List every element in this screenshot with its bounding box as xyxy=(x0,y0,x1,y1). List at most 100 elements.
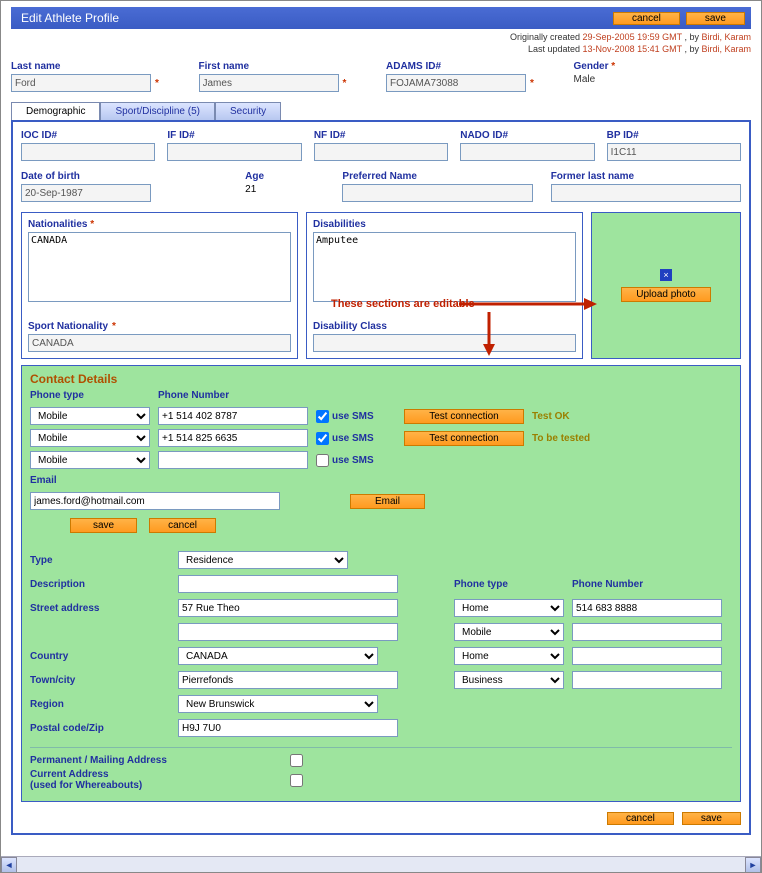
horizontal-scrollbar[interactable]: ◄ ► xyxy=(1,856,761,872)
sms-label: use SMS xyxy=(332,455,374,466)
phone-type-select-1[interactable]: Mobile xyxy=(30,429,150,447)
disabilities-label: Disabilities xyxy=(313,219,576,230)
addr-phone-num-2[interactable] xyxy=(572,647,722,665)
disclass-input[interactable] xyxy=(313,334,576,352)
disabilities-box: Disabilities Amputee Disability Class xyxy=(306,212,583,359)
phone-type-select-2[interactable]: Mobile xyxy=(30,451,150,469)
phone-num-input-1[interactable] xyxy=(158,429,308,447)
header-cancel-button[interactable]: cancel xyxy=(613,12,680,25)
addr-phone-num-1[interactable] xyxy=(572,623,722,641)
addr-phone-type-1[interactable]: Mobile xyxy=(454,623,564,641)
town-label: Town/city xyxy=(30,675,170,686)
country-select[interactable]: CANADA xyxy=(178,647,378,665)
postal-input[interactable] xyxy=(178,719,398,737)
upload-photo-button[interactable]: Upload photo xyxy=(621,287,711,302)
dob-input[interactable] xyxy=(21,184,151,202)
gender-value: Male xyxy=(574,74,596,85)
phone-num-input-0[interactable] xyxy=(158,407,308,425)
street-label: Street address xyxy=(30,603,170,614)
desc-input[interactable] xyxy=(178,575,398,593)
nf-input[interactable] xyxy=(314,143,448,161)
annotation-text: These sections are editable xyxy=(331,298,475,310)
addr-phone-type-0[interactable]: Home xyxy=(454,599,564,617)
ioc-input[interactable] xyxy=(21,143,155,161)
firstname-input[interactable] xyxy=(199,74,339,92)
test-status-0: Test OK xyxy=(532,411,632,422)
dob-label: Date of birth xyxy=(21,171,227,182)
test-connection-button-1[interactable]: Test connection xyxy=(404,431,524,446)
addr-phone-num-0[interactable] xyxy=(572,599,722,617)
sms-check-1[interactable] xyxy=(316,432,329,445)
sportnat-input[interactable] xyxy=(28,334,291,352)
curr-addr-label: Current Address (used for Whereabouts) xyxy=(30,769,280,791)
contact-save-button[interactable]: save xyxy=(70,518,137,533)
curr-addr-check[interactable] xyxy=(290,774,303,787)
tab-security[interactable]: Security xyxy=(215,102,281,120)
perm-addr-check[interactable] xyxy=(290,754,303,767)
updated-by: Birdi, Karam xyxy=(701,44,751,54)
formerlast-input[interactable] xyxy=(551,184,741,202)
created-label: Originally created xyxy=(510,32,580,42)
header-save-button[interactable]: save xyxy=(686,12,745,25)
nationalities-list[interactable]: CANADA xyxy=(28,232,291,302)
sms-check-2[interactable] xyxy=(316,454,329,467)
postal-label: Postal code/Zip xyxy=(30,723,170,734)
bp-input[interactable] xyxy=(607,143,741,161)
sms-check-0[interactable] xyxy=(316,410,329,423)
addr-phone-type-2[interactable]: Home xyxy=(454,647,564,665)
sportnat-label: Sport Nationality* xyxy=(28,321,291,332)
adams-label: ADAMS ID# xyxy=(386,61,564,72)
addr-phone-type-3[interactable]: Business xyxy=(454,671,564,689)
updated-by-label: , by xyxy=(684,44,699,54)
region-select[interactable]: New Brunswick xyxy=(178,695,378,713)
region-label: Region xyxy=(30,699,170,710)
created-by: Birdi, Karam xyxy=(701,32,751,42)
arrow-right-icon xyxy=(459,296,599,312)
nationalities-label: Nationalities xyxy=(28,219,291,230)
test-connection-button-0[interactable]: Test connection xyxy=(404,409,524,424)
updated-date: 13-Nov-2008 15:41 GMT xyxy=(583,44,682,54)
street1-input[interactable] xyxy=(178,599,398,617)
bp-label: BP ID# xyxy=(607,130,741,141)
email-input[interactable] xyxy=(30,492,280,510)
contact-cancel-button[interactable]: cancel xyxy=(149,518,216,533)
firstname-label: First name xyxy=(199,61,377,72)
arrow-down-icon xyxy=(481,312,497,357)
nado-input[interactable] xyxy=(460,143,594,161)
bottom-save-button[interactable]: save xyxy=(682,812,741,825)
scroll-left-icon[interactable]: ◄ xyxy=(1,857,17,873)
town-input[interactable] xyxy=(178,671,398,689)
lastname-input[interactable] xyxy=(11,74,151,92)
age-label: Age xyxy=(245,171,324,182)
age-value: 21 xyxy=(245,184,256,195)
tab-sport[interactable]: Sport/Discipline (5) xyxy=(100,102,214,120)
addr-phonenum-label: Phone Number xyxy=(572,579,722,590)
photo-close-icon[interactable]: × xyxy=(660,269,672,281)
addr-phone-num-3[interactable] xyxy=(572,671,722,689)
country-label: Country xyxy=(30,651,170,662)
contact-title: Contact Details xyxy=(30,372,732,386)
lastname-label: Last name xyxy=(11,61,189,72)
scroll-right-icon[interactable]: ► xyxy=(745,857,761,873)
phone-type-select-0[interactable]: Mobile xyxy=(30,407,150,425)
contact-details-section: Contact Details Phone type Phone Number … xyxy=(21,365,741,802)
phonetype-header: Phone type xyxy=(30,390,150,401)
photo-box: × Upload photo xyxy=(591,212,741,359)
email-button[interactable]: Email xyxy=(350,494,425,509)
email-label: Email xyxy=(30,475,732,486)
street2-input[interactable] xyxy=(178,623,398,641)
disabilities-list[interactable]: Amputee xyxy=(313,232,576,302)
required-marker: * xyxy=(343,78,347,89)
adams-input xyxy=(386,74,526,92)
address-type-select[interactable]: Residence xyxy=(178,551,348,569)
disclass-label: Disability Class xyxy=(313,321,576,332)
if-input[interactable] xyxy=(167,143,301,161)
tab-demographic[interactable]: Demographic xyxy=(11,102,100,120)
phone-num-input-2[interactable] xyxy=(158,451,308,469)
perm-addr-label: Permanent / Mailing Address xyxy=(30,755,280,766)
required-marker: * xyxy=(530,78,534,89)
ioc-label: IOC ID# xyxy=(21,130,155,141)
prefname-input[interactable] xyxy=(342,184,532,202)
bottom-cancel-button[interactable]: cancel xyxy=(607,812,674,825)
gender-label: Gender xyxy=(574,61,752,72)
